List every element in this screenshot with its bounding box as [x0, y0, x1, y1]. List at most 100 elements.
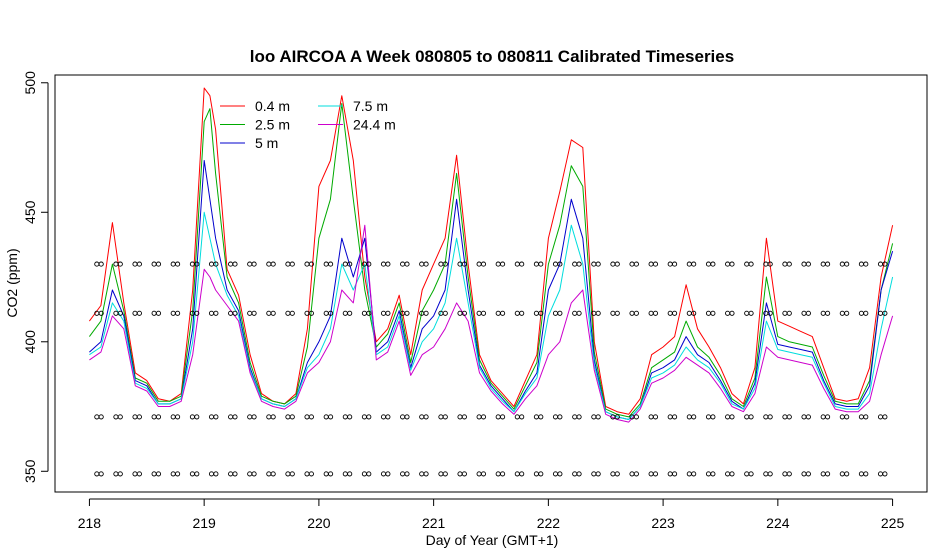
marker-point [863, 471, 869, 477]
marker-point [442, 471, 448, 477]
marker-point [289, 471, 295, 477]
marker-point [767, 261, 773, 267]
marker-point [767, 414, 773, 420]
marker-point [461, 310, 467, 316]
marker-point [419, 414, 425, 420]
marker-point [170, 414, 176, 420]
marker-point [557, 261, 563, 267]
marker-point [289, 310, 295, 316]
marker-point [801, 310, 807, 316]
marker-point [151, 471, 157, 477]
marker-point [786, 261, 792, 267]
series-line-2 [89, 160, 894, 420]
marker-point [457, 310, 463, 316]
marker-point [595, 261, 601, 267]
marker-point [652, 414, 659, 420]
marker-point [844, 471, 850, 477]
marker-point [194, 471, 200, 477]
marker-point [175, 310, 181, 316]
x-tick-label: 223 [651, 515, 675, 531]
marker-point [858, 261, 864, 267]
marker-point [825, 310, 831, 316]
marker-point [614, 261, 620, 267]
marker-point [614, 414, 620, 420]
marker-point [132, 261, 138, 267]
marker-point [863, 414, 869, 420]
marker-point [805, 414, 811, 420]
marker-point [744, 261, 750, 267]
marker-point [839, 261, 845, 267]
marker-point [457, 471, 463, 477]
marker-point [328, 310, 334, 316]
marker-point [175, 414, 181, 420]
marker-point [519, 471, 525, 477]
marker-point [266, 471, 272, 477]
marker-point [304, 414, 310, 420]
marker-point [725, 310, 731, 316]
marker-point [839, 414, 845, 420]
y-axis: 350 400 450 500 [22, 71, 49, 483]
marker-point [155, 414, 162, 420]
marker-point [672, 414, 678, 420]
y-tick-label: 450 [22, 200, 38, 224]
marker-point [863, 310, 869, 316]
marker-point [820, 414, 826, 420]
marker-point [805, 310, 811, 316]
marker-point [667, 261, 673, 267]
marker-point [404, 261, 410, 267]
marker-point [667, 471, 673, 477]
marker-point [400, 261, 406, 267]
marker-point [538, 261, 544, 267]
x-tick-label: 221 [422, 515, 446, 531]
marker-point [117, 471, 123, 477]
marker-point [877, 310, 884, 316]
marker-point [825, 414, 831, 420]
x-axis-label: Day of Year (GMT+1) [426, 532, 559, 548]
marker-point [247, 261, 253, 267]
marker-point [610, 261, 616, 267]
marker-point [175, 261, 181, 267]
marker-point [538, 471, 544, 477]
marker-point [285, 310, 291, 316]
marker-point [557, 414, 563, 420]
marker-point [825, 471, 831, 477]
marker-point [610, 310, 616, 316]
marker-point [610, 471, 616, 477]
marker-point [366, 414, 372, 420]
marker-point [323, 261, 329, 267]
marker-point [633, 310, 639, 316]
marker-point [882, 261, 888, 267]
marker-point [189, 471, 195, 477]
marker-point [748, 471, 754, 477]
marker-point [748, 261, 754, 267]
marker-point [801, 261, 807, 267]
marker-point [228, 414, 234, 420]
marker-point [189, 414, 195, 420]
marker-point [213, 414, 219, 420]
marker-point [538, 414, 544, 420]
marker-point [672, 310, 678, 316]
marker-point [633, 414, 639, 420]
marker-point [208, 261, 215, 267]
marker-point [347, 310, 353, 316]
marker-point [266, 310, 272, 316]
marker-point [442, 261, 448, 267]
marker-point [533, 310, 539, 316]
marker-point [552, 310, 559, 316]
marker-point [423, 471, 429, 477]
marker-point [347, 471, 353, 477]
marker-point [782, 310, 788, 316]
marker-point [228, 310, 234, 316]
marker-point [672, 261, 678, 267]
marker-point [251, 261, 257, 267]
marker-point [839, 310, 845, 316]
marker-point [614, 471, 620, 477]
marker-point [763, 310, 769, 316]
marker-point [576, 471, 582, 477]
marker-point [194, 310, 200, 316]
marker-point [705, 471, 712, 477]
x-tick-label: 219 [192, 515, 216, 531]
y-axis-label: CO2 (ppm) [4, 248, 20, 317]
marker-point [595, 414, 601, 420]
